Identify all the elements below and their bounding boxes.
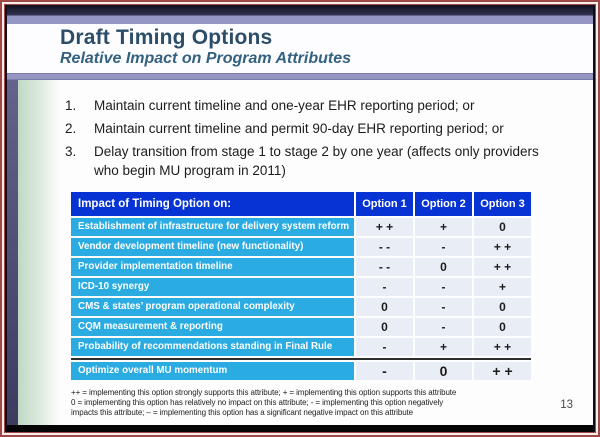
slide-content: 1. Maintain current timeline and one-yea… <box>7 80 593 425</box>
list-number: 1. <box>65 98 77 113</box>
list-number: 3. <box>65 144 77 160</box>
page-subtitle: Relative Impact on Program Attributes <box>60 50 352 67</box>
table-cell: - <box>356 337 413 356</box>
table-cell: + <box>474 277 531 296</box>
page-title: Draft Timing Options <box>60 26 273 49</box>
table-cell: 0 <box>415 257 472 276</box>
table-row-label: Optimize overall MU momentum <box>71 361 354 380</box>
table-cell: - <box>415 317 472 336</box>
options-list: 1. Maintain current timeline and one-yea… <box>65 96 555 181</box>
left-slate-band <box>7 80 18 425</box>
left-green-band <box>18 80 60 425</box>
table-cell: + + <box>474 257 531 276</box>
title-block: Draft Timing Options Relative Impact on … <box>7 24 593 73</box>
letterbox-top-bar <box>7 5 593 15</box>
table-cell: + + <box>474 361 531 380</box>
list-item: 2. Maintain current timeline and permit … <box>65 119 555 138</box>
table-row-label: Establishment of infrastructure for deli… <box>71 217 354 236</box>
list-text: Maintain current timeline and one-year E… <box>94 98 475 113</box>
symbol-legend: ++ = implementing this option strongly s… <box>71 388 593 419</box>
table-header-option-1: Option 1 <box>356 191 413 216</box>
impact-table: Impact of Timing Option on: Option 1 Opt… <box>71 191 533 380</box>
table-cell: 0 <box>474 217 531 236</box>
table-cell: - <box>356 277 413 296</box>
table-cell: 0 <box>474 297 531 316</box>
table-cell: - <box>415 237 472 256</box>
table-cell: 0 <box>474 317 531 336</box>
table-header-option-3: Option 3 <box>474 191 531 216</box>
table-cell: + + <box>474 237 531 256</box>
list-text: Maintain current timeline and permit 90-… <box>94 121 504 137</box>
presentation-slide: Draft Timing Options Relative Impact on … <box>5 5 595 432</box>
page-number: 13 <box>560 399 573 411</box>
table-cell: 0 <box>356 297 413 316</box>
lavender-divider <box>7 73 593 80</box>
letterbox-bottom-bar <box>7 425 593 432</box>
table-cell: + + <box>474 337 531 356</box>
table-cell: 0 <box>356 317 413 336</box>
legend-line: ++ = implementing this option strongly s… <box>71 387 457 397</box>
table-row-label: CQM measurement & reporting <box>71 317 354 336</box>
table-row-label: CMS & states’ program operational comple… <box>71 297 354 316</box>
table-cell: + <box>415 337 472 356</box>
table-row-label: Provider implementation timeline <box>71 257 354 276</box>
table-row-label: Probability of recommendations standing … <box>71 337 354 356</box>
table-row-label: Vendor development timeline (new functio… <box>71 237 354 256</box>
table-cell: 0 <box>415 361 472 380</box>
table-cell: - <box>415 277 472 296</box>
table-row-label: ICD-10 synergy <box>71 277 354 296</box>
table-header-option-2: Option 2 <box>415 191 472 216</box>
table-cell: - - <box>356 257 413 276</box>
list-number: 2. <box>65 121 77 137</box>
table-cell: - - <box>356 237 413 256</box>
table-header-label: Impact of Timing Option on: <box>71 191 354 216</box>
list-item: 3. Delay transition from stage 1 to stag… <box>65 142 555 180</box>
frame-inner-line: Draft Timing Options Relative Impact on … <box>4 4 596 433</box>
table-emphasis-divider <box>71 357 531 360</box>
table-cell: - <box>415 297 472 316</box>
legend-line: impacts this attribute; – = implementing… <box>71 408 414 418</box>
list-item: 1. Maintain current timeline and one-yea… <box>65 96 555 115</box>
table-cell: - <box>356 361 413 380</box>
legend-line: 0 = implementing this option has relativ… <box>71 398 444 408</box>
table-cell: + <box>415 217 472 236</box>
list-text: Delay transition from stage 1 to stage 2… <box>94 144 539 179</box>
lavender-top-band <box>7 15 593 24</box>
table-cell: + + <box>356 217 413 236</box>
